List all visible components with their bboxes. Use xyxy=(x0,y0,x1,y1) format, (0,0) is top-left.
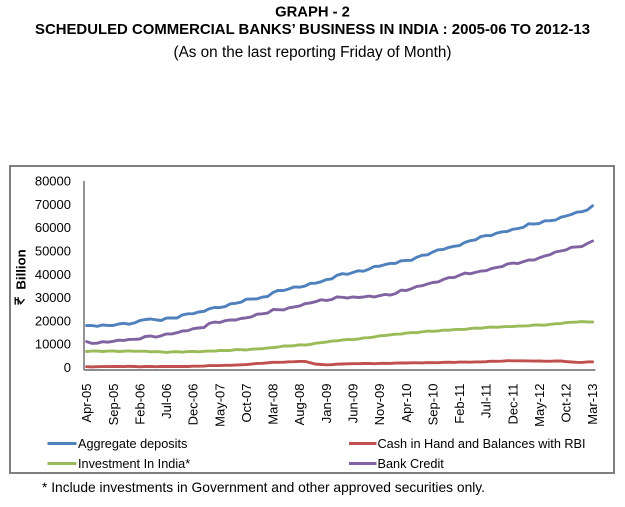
svg-text:70000: 70000 xyxy=(35,197,71,212)
svg-text:Feb-11: Feb-11 xyxy=(452,384,467,424)
svg-text:Sep-05: Sep-05 xyxy=(106,384,121,426)
svg-text:10000: 10000 xyxy=(35,337,71,352)
svg-text:Apr-10: Apr-10 xyxy=(399,384,414,423)
svg-text:SCHEDULED COMMERCIAL BANKS’ BU: SCHEDULED COMMERCIAL BANKS’ BUSINESS IN … xyxy=(35,22,590,38)
svg-text:Billion: Billion xyxy=(13,249,28,289)
svg-text:Jul-11: Jul-11 xyxy=(479,384,494,418)
svg-text:May-12: May-12 xyxy=(532,384,547,427)
svg-text:Jan-09: Jan-09 xyxy=(319,384,334,424)
svg-text:40000: 40000 xyxy=(35,267,71,282)
svg-text:Sep-10: Sep-10 xyxy=(425,384,440,426)
svg-text:Investment In India*: Investment In India* xyxy=(78,457,190,471)
svg-text:20000: 20000 xyxy=(35,313,71,328)
svg-text:Jun-09: Jun-09 xyxy=(346,384,361,424)
svg-text:May-07: May-07 xyxy=(212,384,227,427)
svg-text:Jul-06: Jul-06 xyxy=(159,384,174,419)
svg-text:* Include investments in Gover: * Include investments in Government and … xyxy=(42,480,485,495)
svg-text:Mar-08: Mar-08 xyxy=(266,384,281,425)
svg-text:30000: 30000 xyxy=(35,290,71,305)
svg-text:60000: 60000 xyxy=(35,220,71,235)
svg-text:Oct-07: Oct-07 xyxy=(239,384,254,423)
svg-text:Aug-08: Aug-08 xyxy=(292,384,307,426)
svg-text:Mar-13: Mar-13 xyxy=(585,384,600,425)
svg-text:Dec-11: Dec-11 xyxy=(505,384,520,425)
svg-text:Apr-05: Apr-05 xyxy=(79,384,94,423)
svg-text:(As on the last reporting Frid: (As on the last reporting Friday of Mont… xyxy=(173,44,451,61)
svg-text:GRAPH - 2: GRAPH - 2 xyxy=(275,5,350,21)
svg-text:Aggregate deposits: Aggregate deposits xyxy=(78,437,187,451)
svg-text:50000: 50000 xyxy=(35,244,71,259)
svg-text:Bank Credit: Bank Credit xyxy=(378,457,445,471)
svg-text:Cash in Hand and Balances with: Cash in Hand and Balances with RBI xyxy=(378,437,586,451)
svg-text:0: 0 xyxy=(64,360,71,375)
svg-text:Oct-12: Oct-12 xyxy=(559,384,574,423)
svg-text:Feb-06: Feb-06 xyxy=(132,384,147,425)
svg-text:Dec-06: Dec-06 xyxy=(186,384,201,426)
svg-text:Nov-09: Nov-09 xyxy=(372,384,387,426)
svg-text:80000: 80000 xyxy=(35,174,71,189)
